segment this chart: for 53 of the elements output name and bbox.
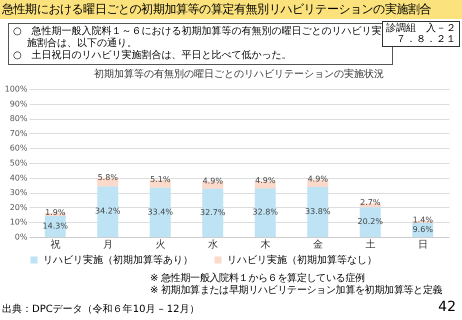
y-tick-label: 10%: [10, 218, 28, 227]
data-label: 33.8%: [305, 206, 331, 216]
text: ○ 土日祝日のリハビリ実施割合は、平日と比べて低かった。: [13, 50, 293, 62]
x-tick-label: 日: [418, 240, 428, 250]
data-label: 14.3%: [42, 221, 68, 230]
text: 診調組 入－２: [386, 23, 456, 34]
data-label: 32.7%: [200, 208, 226, 217]
y-tick-label: 80%: [10, 114, 28, 124]
x-tick-label: 金: [312, 238, 323, 250]
x-tick-label: 土: [365, 238, 376, 250]
y-tick-label: 0%: [14, 232, 28, 242]
data-label: 5.8%: [98, 172, 118, 182]
bar: [307, 186, 328, 237]
y-tick-label: 50%: [10, 158, 28, 168]
bar: [254, 188, 276, 237]
data-label: 4.9%: [308, 174, 328, 184]
data-label: 32.8%: [252, 208, 278, 217]
data-label: 1.4%: [412, 216, 434, 225]
y-tick-label: 40%: [10, 173, 28, 182]
text: ※ 急性期一般入院料１から６を算定している症例: [150, 273, 366, 284]
y-tick-label: 20%: [10, 202, 28, 212]
bar: [202, 188, 224, 237]
data-label: 2.7%: [360, 198, 381, 208]
data-label: 20.2%: [358, 217, 384, 226]
x-tick-label: 水: [208, 238, 218, 250]
text: ○ 急性期一般入院料１～６における初期加算等の有無別の曜日ごとのリハビリ実施割合は、以下の通り。: [13, 26, 382, 49]
text: ７．８．２１: [395, 34, 456, 45]
legend-label: リハビリ実施（初期加算等あり）: [43, 254, 193, 266]
y-tick-label: 70%: [10, 128, 28, 138]
y-tick-label: 30%: [10, 188, 28, 198]
bar: [360, 207, 381, 237]
data-label: 33.4%: [148, 207, 174, 216]
source-note: 出典：DPCデータ（令和６年10月 – 12月）: [2, 304, 200, 316]
x-tick-label: 火: [155, 238, 166, 250]
y-tick-label: 100%: [4, 84, 28, 94]
data-label: 1.9%: [45, 208, 66, 218]
data-label: 5.1%: [150, 175, 171, 184]
x-tick-label: 祝: [50, 238, 60, 250]
bar: [150, 188, 171, 237]
text: 42: [438, 299, 456, 315]
legend-label: リハビリ実施（初期加算等なし）: [227, 254, 377, 266]
chart-title: 急性期における曜日ごとの初期加算等の算定有無別リハビリテーションの実施割合: [0, 0, 462, 19]
chart-subtitle: 初期加算等の有無別の曜日ごとのリハビリテーションの実施状況: [94, 68, 384, 80]
data-label: 4.9%: [255, 176, 276, 186]
data-label: 34.2%: [95, 206, 121, 216]
data-label: 4.9%: [202, 176, 224, 186]
text: ※ 初期加算または早期リハビリテーション加算を初期加算等と定義: [150, 285, 442, 297]
y-tick-label: 90%: [10, 99, 28, 108]
x-tick-label: 月: [102, 240, 113, 250]
data-label: 9.6%: [412, 224, 434, 234]
x-tick-label: 木: [260, 238, 270, 250]
y-tick-label: 60%: [10, 144, 28, 153]
bar: [97, 186, 118, 237]
